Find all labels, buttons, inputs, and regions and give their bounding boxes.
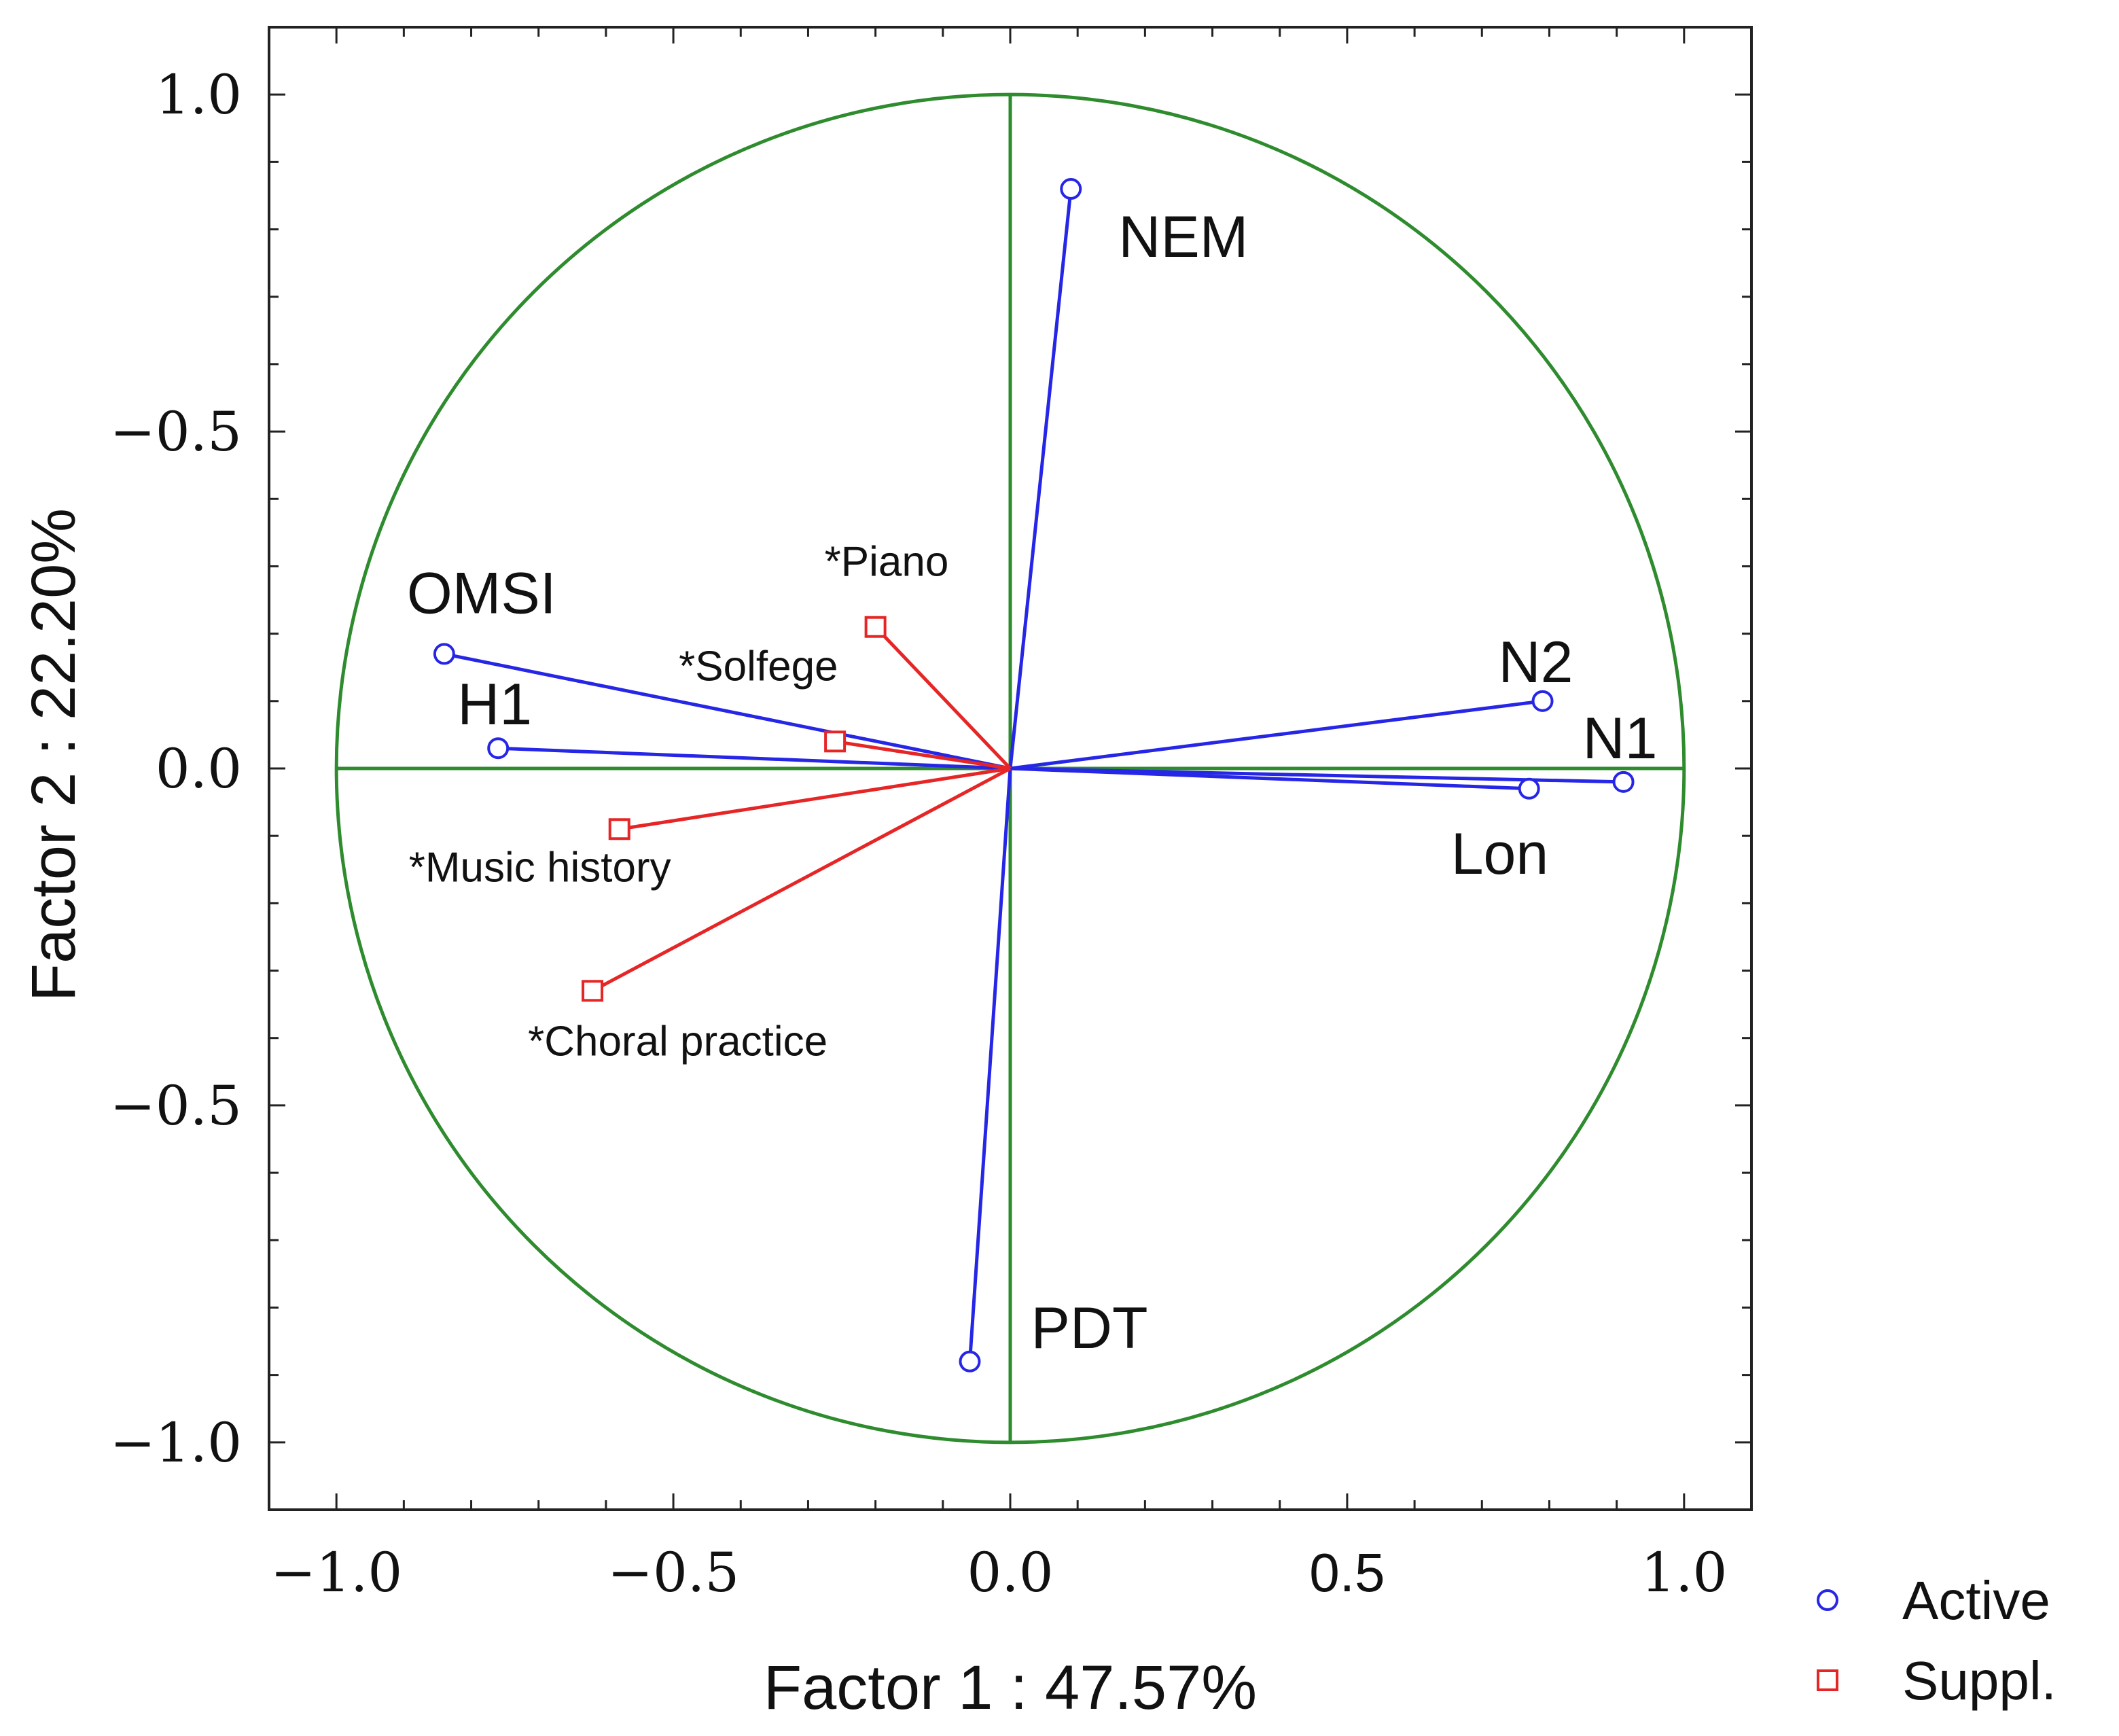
- vector-n2: [1010, 699, 1543, 770]
- y-tick-label: −1.0: [110, 1411, 242, 1474]
- legend-marker-active: [1817, 1589, 1838, 1611]
- label-pdt: PDT: [1031, 1296, 1147, 1361]
- vector-piano: [874, 625, 1012, 770]
- point-choral-practice: [582, 980, 604, 1002]
- label-nem: NEM: [1118, 205, 1248, 270]
- label-choral-practice: *Choral practice: [528, 1018, 827, 1065]
- x-tick-label: −1.0: [270, 1541, 402, 1604]
- label-h1: H1: [457, 672, 532, 737]
- legend-label: Suppl.: [1902, 1650, 2056, 1711]
- vector-h1: [498, 746, 1011, 770]
- legend-label: Active: [1902, 1570, 2050, 1631]
- vector-n1: [1010, 766, 1624, 784]
- y-tick-label: −0.5: [110, 400, 242, 463]
- vector-pdt: [967, 768, 1012, 1362]
- vector-layer: [444, 188, 1624, 1362]
- marker-layer: [433, 178, 1635, 1372]
- x-tick-label: −0.5: [607, 1541, 739, 1604]
- y-tick-label: 1.0: [156, 63, 242, 126]
- x-tick-label: 0.0: [967, 1541, 1053, 1604]
- label-music-history: *Music history: [409, 844, 671, 891]
- point-piano: [864, 616, 887, 638]
- point-n2: [1531, 690, 1554, 712]
- x-tick-label: 0.5: [1309, 1542, 1385, 1603]
- x-tick-label: 1.0: [1641, 1541, 1727, 1604]
- vector-music-history: [619, 766, 1011, 831]
- y-tick-label: 0.0: [156, 737, 242, 800]
- vector-omsi: [444, 652, 1011, 770]
- legend: Active Suppl.: [1817, 1570, 2056, 1711]
- legend-marker-suppl: [1817, 1669, 1838, 1691]
- point-nem: [1060, 178, 1082, 200]
- label-n1: N1: [1583, 706, 1658, 771]
- label-omsi: OMSI: [407, 561, 556, 626]
- vector-solfege: [834, 739, 1011, 770]
- point-pdt: [959, 1350, 981, 1372]
- label-solfege: *Solfege: [679, 643, 838, 690]
- point-solfege: [824, 730, 847, 753]
- point-music-history: [608, 818, 630, 840]
- axis-ticks: −1.0 −0.5 0.0 0.5 1.0 1.0 −0.5 0.0 −0.5 −1.0: [110, 26, 1753, 1604]
- label-lon: Lon: [1451, 821, 1549, 887]
- vector-lon: [1010, 766, 1529, 791]
- y-axis-title: Factor 2 : 22.20%: [19, 508, 88, 1002]
- y-tick-label: −0.5: [110, 1074, 242, 1137]
- point-lon: [1518, 777, 1540, 800]
- label-piano: *Piano: [825, 539, 949, 586]
- label-n2: N2: [1499, 630, 1573, 695]
- point-omsi: [433, 643, 455, 665]
- vector-choral-practice: [591, 766, 1012, 993]
- vector-nem: [1008, 188, 1073, 769]
- x-axis-title: Factor 1 : 47.57%: [764, 1653, 1257, 1722]
- point-n1: [1612, 770, 1635, 793]
- point-h1: [487, 737, 510, 760]
